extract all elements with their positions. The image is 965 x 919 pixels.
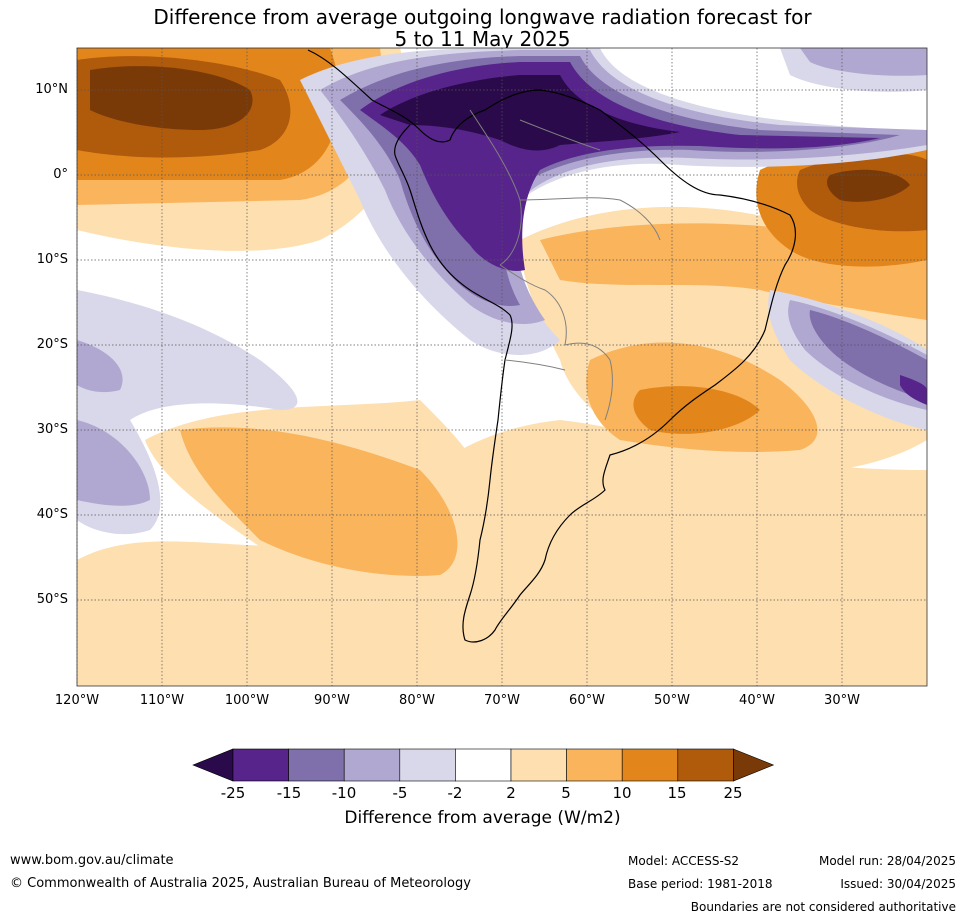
footer-disclaimer: Boundaries are not considered authoritat… (690, 900, 956, 914)
colorbar-tick-label: 5 (561, 784, 571, 802)
colorbar-tick-label: -15 (276, 784, 302, 802)
colorbar-tick-label: 15 (667, 784, 687, 802)
colorbar (192, 748, 775, 782)
moderate-negative-north-atlantic (800, 48, 927, 76)
strong-negative-atlantic-lobe (900, 375, 927, 405)
colorbar-label: Difference from average (W/m2) (344, 808, 621, 828)
colorbar-tick-label: -25 (220, 784, 246, 802)
lon-label-80w: 80°W (399, 693, 435, 708)
coastline (307, 49, 797, 643)
lon-label-50w: 50°W (654, 693, 690, 708)
footer-model: Model: ACCESS-S2 (628, 854, 740, 868)
map-frame (76, 47, 928, 687)
extreme-positive-atlantic (827, 169, 910, 202)
moderate-negative-pacific-west (77, 340, 123, 393)
footer-base-period: Base period: 1981-2018 (628, 877, 773, 891)
map-title-line1: Difference from average outgoing longwav… (153, 5, 812, 29)
colorbar-swatch (566, 748, 623, 782)
lon-label-70w: 70°W (484, 693, 520, 708)
lat-label-20s: 20°S (36, 337, 68, 352)
extreme-negative-andes (380, 75, 680, 151)
colorbar-swatch (232, 748, 289, 782)
colorbar-tick-label: 10 (612, 784, 632, 802)
strong-positive-south-brazil (633, 386, 760, 434)
lat-label-30s: 30°S (36, 422, 68, 437)
lon-label-90w: 90°W (314, 693, 350, 708)
lat-label-10n: 10°N (35, 82, 68, 97)
colorbar-swatch (399, 748, 456, 782)
lon-label-30w: 30°W (824, 693, 860, 708)
country-borders (469, 109, 661, 421)
lon-label-120w: 120°W (54, 693, 100, 708)
map-title-line2: 5 to 11 May 2025 (394, 27, 571, 51)
extreme-positive-north-pacific (90, 66, 253, 130)
footer-model-run: Model run: 28/04/2025 (818, 854, 956, 868)
footer-copyright: © Commonwealth of Australia 2025, Austra… (10, 876, 471, 891)
colorbar-swatch (621, 748, 679, 782)
lat-label-0: 0° (53, 167, 68, 182)
moderate-negative-southwest (77, 420, 150, 506)
lon-label-40w: 40°W (739, 693, 775, 708)
colorbar-tick-label: -5 (392, 784, 408, 802)
lon-label-110w: 110°W (139, 693, 185, 708)
colorbar-tick-label: 25 (723, 784, 743, 802)
footer-issued: Issued: 30/04/2025 (840, 877, 956, 891)
moderate-positive-pacific (180, 427, 458, 576)
lon-label-100w: 100°W (224, 693, 270, 708)
lat-label-10s: 10°S (36, 252, 68, 267)
colorbar-swatch (510, 748, 567, 782)
colorbar-tick-label: -2 (447, 784, 463, 802)
colorbar-swatch (455, 748, 512, 782)
colorbar-extend-max (733, 748, 775, 782)
strong-negative-south-atlantic (809, 310, 927, 400)
colorbar-swatch (288, 748, 345, 782)
colorbar-tick-label: -10 (331, 784, 357, 802)
colorbar-swatch (343, 748, 401, 782)
lat-label-50s: 50°S (36, 592, 68, 607)
colorbar-swatch (677, 748, 734, 782)
footer-url[interactable]: www.bom.gov.au/climate (10, 853, 174, 868)
colorbar-extend-min (192, 748, 234, 782)
lon-label-60w: 60°W (569, 693, 605, 708)
lat-label-40s: 40°S (36, 507, 68, 522)
colorbar-tick-label: 2 (506, 784, 516, 802)
